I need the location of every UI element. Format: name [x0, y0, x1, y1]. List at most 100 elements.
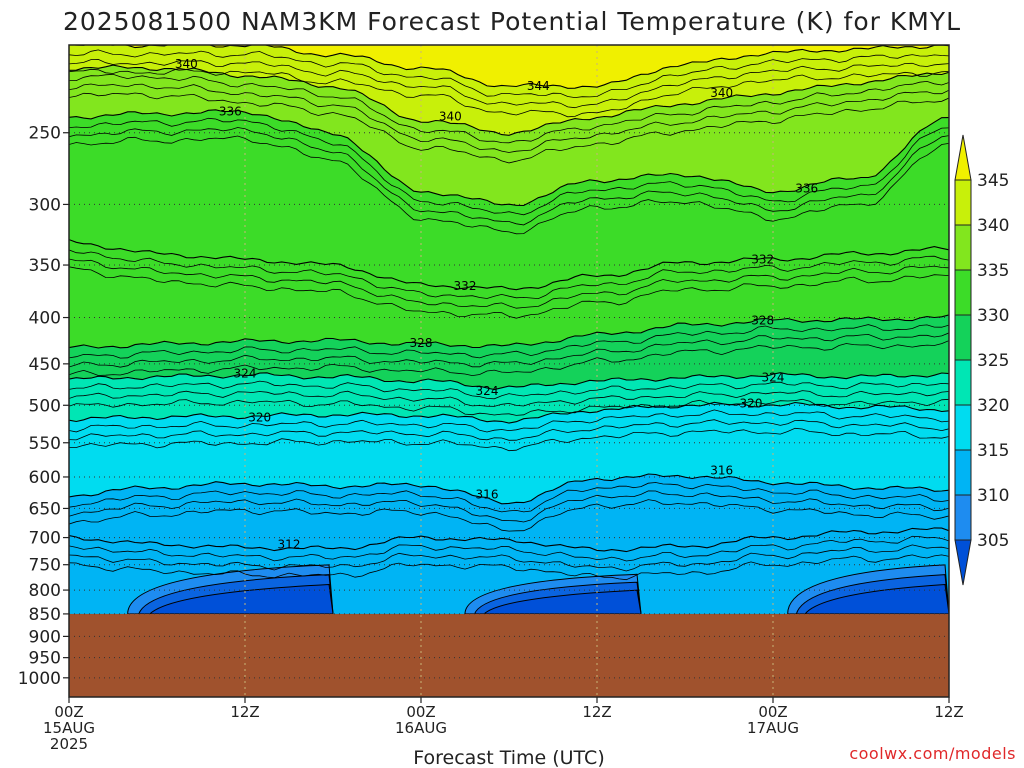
plot-area: 340 336 344 340 340 336 332 332 328 328 324 324 324 3…: [69, 45, 949, 697]
colorbar: 305 310 315 320 325 330 335 340 345: [954, 134, 1009, 586]
credit-text: coolwx.com/models: [849, 744, 1016, 763]
y-tick-label: 700: [29, 529, 61, 549]
y-tick-label: 300: [29, 195, 61, 215]
x-tick-label: 15AUG: [43, 719, 95, 737]
y-axis: 2503003504004505005506006507007508008509…: [18, 124, 69, 689]
contour-324: [69, 372, 949, 391]
contour-minor-324-1: [69, 380, 949, 400]
colorbar-label: 320: [977, 396, 1009, 416]
contour-minor-332-2: [69, 258, 949, 309]
colorbar-swatch: [954, 359, 972, 406]
contour-minor-316-1: [69, 482, 949, 513]
y-tick-label: 950: [29, 649, 61, 669]
y-tick-label: 900: [29, 627, 61, 647]
x-tick-label: 00Z: [406, 703, 435, 721]
contour-328: [69, 314, 949, 349]
contour-minor-324-2: [69, 390, 949, 407]
contour-minor-312-1: [69, 535, 949, 562]
contour-minor-312-2: [69, 544, 949, 572]
contour-label: 340: [439, 110, 462, 124]
contour-label: 324: [476, 384, 499, 398]
contour-312: [69, 527, 949, 553]
contour-minor-336-1: [69, 117, 949, 216]
colorbar-label: 335: [977, 261, 1009, 281]
y-tick-label: 850: [29, 605, 61, 625]
contour-336: [69, 109, 949, 207]
contour-minor-340-2: [69, 83, 949, 153]
contour-label: 320: [248, 411, 271, 425]
contour-minor-316-2: [69, 490, 949, 523]
y-tick-label: 450: [29, 355, 61, 375]
contour-340: [69, 64, 949, 136]
chart-title: 2025081500 NAM3KM Forecast Potential Tem…: [63, 7, 961, 36]
contour-minor-320-2: [69, 419, 949, 441]
plot-frame: [68, 44, 950, 698]
x-tick-label: 2025: [50, 735, 88, 753]
contour-labels: 340 336 344 340 340 336 332 332 328 328 324 324 324 3…: [175, 57, 818, 551]
contour-label: 328: [751, 313, 774, 327]
contour-label: 340: [710, 86, 733, 100]
contour-minor-344-2: [69, 58, 949, 109]
colorbar-swatch: [954, 224, 972, 271]
contour-332: [69, 239, 949, 291]
colorbar-swatch: [954, 314, 972, 361]
colorbar-label: 345: [977, 171, 1009, 191]
y-tick-label: 800: [29, 581, 61, 601]
colorbar-swatch: [954, 449, 972, 496]
contour-minor-312-3: [69, 554, 949, 581]
contour-minor-328-2: [69, 332, 949, 368]
colorbar-label: 340: [977, 216, 1009, 236]
y-tick-label: 350: [29, 256, 61, 276]
underground-mask: [69, 613, 949, 697]
contour-label: 316: [710, 463, 733, 477]
contour-label: 344: [527, 79, 550, 93]
x-tick-label: 12Z: [230, 703, 259, 721]
contour-344: [69, 45, 949, 89]
contour-label: 324: [234, 366, 257, 380]
colorbar-label: 315: [977, 441, 1009, 461]
colorbar-swatch: [954, 494, 972, 541]
contour-minor-328-1: [69, 324, 949, 359]
contour-label: 332: [751, 252, 774, 266]
contour-320: [69, 401, 949, 424]
contour-minor-344-3: [69, 67, 949, 118]
y-tick-label: 600: [29, 468, 61, 488]
cool-cell-0-2: [148, 583, 334, 615]
colorbar-arrow-top: [954, 134, 972, 181]
contour-minor-340-1: [69, 73, 949, 144]
contour-label: 340: [175, 57, 198, 71]
contour-minor-344-1: [69, 49, 949, 99]
x-tick-label: 12Z: [934, 703, 963, 721]
y-tick-label: 1000: [18, 669, 61, 689]
contour-label: 316: [476, 487, 499, 501]
contour-label: 332: [454, 279, 477, 293]
colorbar-swatch: [954, 179, 972, 226]
y-tick-label: 400: [29, 309, 61, 329]
y-tick-label: 750: [29, 556, 61, 576]
colorbar-swatch: [954, 269, 972, 316]
contour-lines: [69, 45, 949, 581]
cool-cell-1-2: [482, 589, 642, 615]
contour-minor-320-3: [69, 427, 949, 452]
colorbar-arrow-bottom: [954, 539, 972, 586]
x-tick-label: 12Z: [582, 703, 611, 721]
contour-label: 320: [740, 397, 763, 411]
y-tick-label: 500: [29, 396, 61, 416]
colorbar-label: 325: [977, 351, 1009, 371]
colorbar-label: 330: [977, 306, 1009, 326]
x-tick-label: 16AUG: [395, 719, 447, 737]
x-tick-label: 00Z: [54, 703, 83, 721]
contour-label: 336: [219, 105, 242, 119]
y-tick-label: 650: [29, 499, 61, 519]
contour-label: 324: [762, 371, 785, 385]
contour-minor-332-1: [69, 249, 949, 300]
x-tick-label: 17AUG: [747, 719, 799, 737]
contour-label: 328: [410, 336, 433, 350]
contour-label: 312: [278, 537, 301, 551]
contour-label: 336: [795, 181, 818, 195]
cool-cell-2-2: [804, 583, 949, 615]
colorbar-label: 305: [977, 531, 1009, 551]
contour-minor-332-3: [69, 266, 949, 319]
